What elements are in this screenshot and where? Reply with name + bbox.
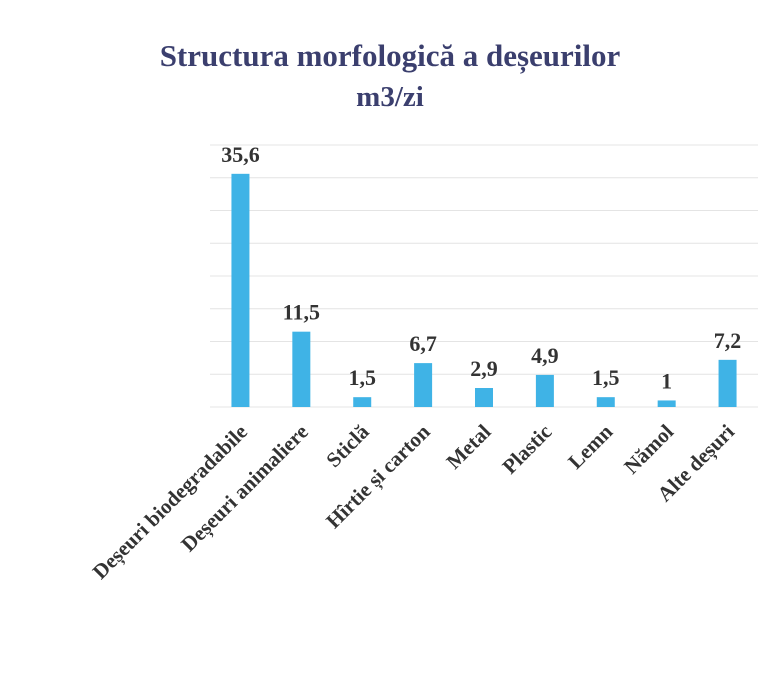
x-tick-label: Metal bbox=[441, 419, 495, 473]
x-tick-label: Sticlă bbox=[321, 419, 374, 472]
data-label: 11,5 bbox=[283, 300, 320, 325]
bar bbox=[292, 331, 311, 407]
data-label: 2,9 bbox=[470, 356, 498, 381]
bar bbox=[657, 400, 676, 407]
bar bbox=[596, 397, 615, 407]
data-label: 4,9 bbox=[531, 343, 559, 368]
data-label: 6,7 bbox=[409, 331, 437, 356]
data-label: 1,5 bbox=[348, 365, 376, 390]
x-tick-label: Nămol bbox=[619, 419, 678, 478]
data-label: 7,2 bbox=[714, 328, 742, 353]
x-tick-label: Hîrtie și carton bbox=[321, 419, 435, 533]
chart-title: Structura morfologică a deșeurilor bbox=[160, 38, 621, 74]
bar bbox=[414, 363, 433, 407]
chart-subtitle: m3/zi bbox=[356, 81, 424, 113]
x-tick-label: Lemn bbox=[563, 419, 617, 473]
x-tick-label: Plastic bbox=[497, 420, 556, 479]
bar bbox=[475, 388, 493, 407]
bar bbox=[718, 359, 737, 407]
bar bbox=[231, 173, 250, 407]
data-label: 1,5 bbox=[592, 365, 620, 390]
data-label: 35,6 bbox=[221, 142, 260, 167]
data-label: 1 bbox=[661, 368, 672, 393]
bar bbox=[353, 397, 372, 407]
bar bbox=[535, 374, 554, 407]
